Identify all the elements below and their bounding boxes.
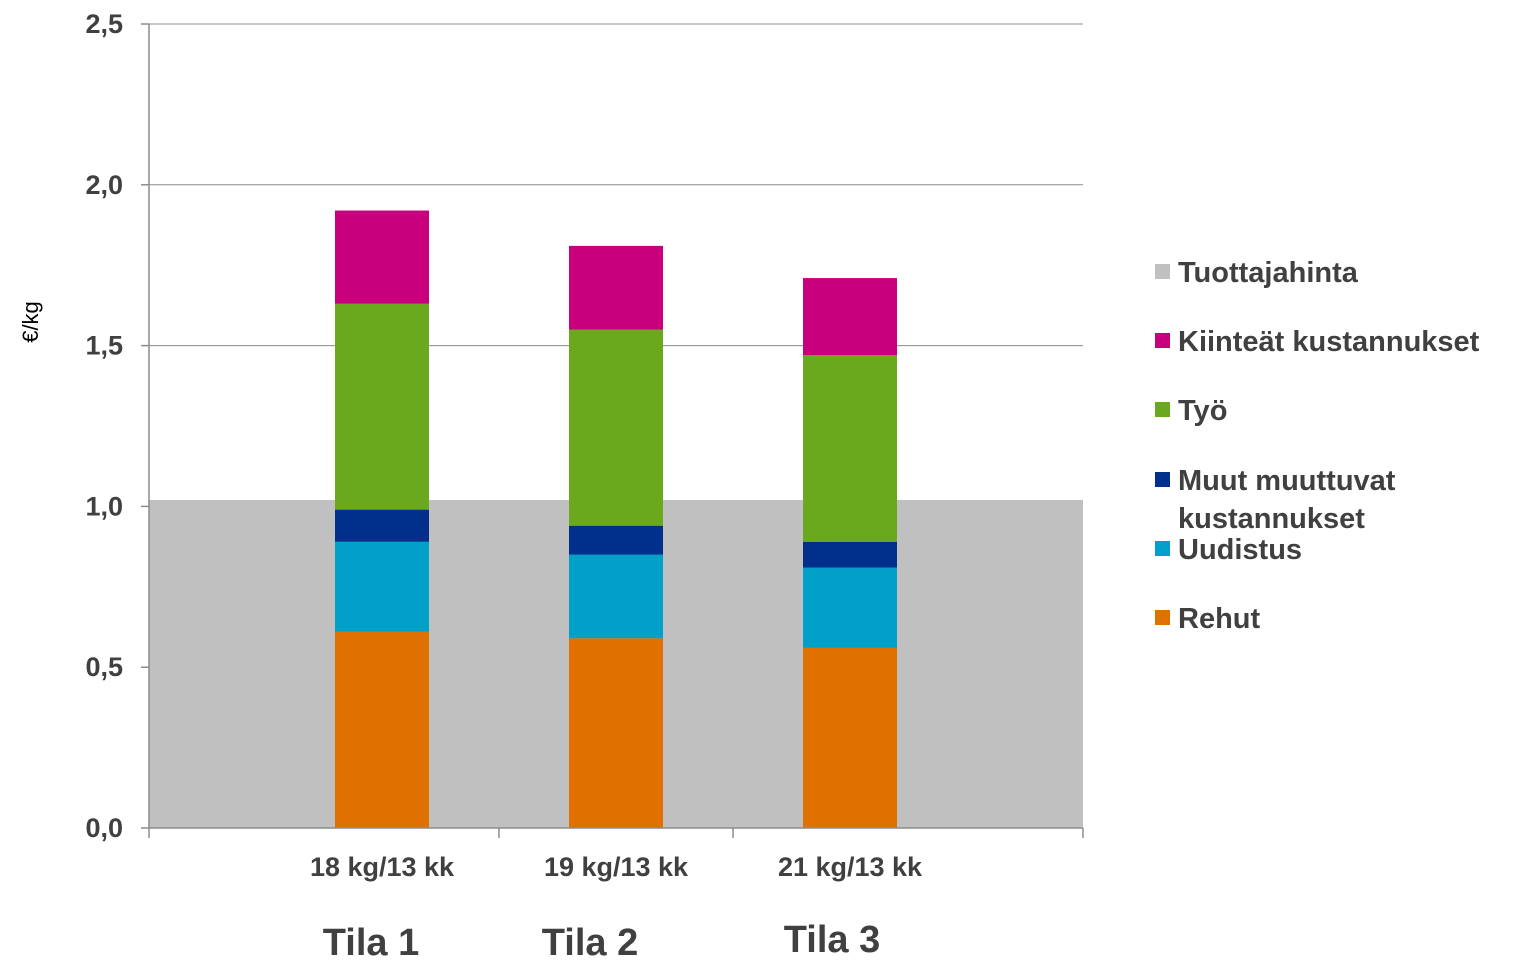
- legend-label: Rehut: [1178, 603, 1261, 635]
- group-label: Tila 2: [542, 922, 638, 960]
- x-category-label: 21 kg/13 kk: [778, 852, 923, 882]
- legend-label: Tuottajahinta: [1178, 257, 1359, 289]
- group-label: Tila 1: [323, 922, 419, 960]
- legend-label: kustannukset: [1178, 503, 1365, 535]
- bar-segment-rehut: [335, 631, 429, 828]
- legend: Tuottajahinta Kiinteät kustannukset Työ Muu…: [1155, 257, 1480, 635]
- legend-label: Kiinteät kustannukset: [1178, 326, 1480, 358]
- y-tick-label: 2,5: [85, 9, 123, 39]
- bar-stacks: [335, 210, 897, 828]
- y-tick-label: 0,0: [85, 813, 123, 843]
- legend-label: Uudistus: [1178, 534, 1302, 566]
- bar-segment-muut-muuttuvat-kustannukset: [335, 509, 429, 542]
- bar-segment-muut-muuttuvat-kustannukset: [803, 541, 897, 568]
- legend-label: Työ: [1178, 395, 1227, 427]
- bar-segment-uudistus: [569, 554, 663, 639]
- bar-segment-uudistus: [803, 567, 897, 648]
- group-label: Tila 3: [784, 919, 880, 960]
- legend-swatch: [1155, 541, 1170, 556]
- y-tick-label: 1,0: [85, 491, 123, 521]
- y-tick-label: 1,5: [85, 331, 123, 361]
- legend-label: Muut muuttuvat: [1178, 465, 1396, 497]
- bar-segment-työ: [335, 303, 429, 510]
- bar-segment-rehut: [803, 647, 897, 828]
- bar-segment-uudistus: [335, 541, 429, 632]
- y-tick-label: 2,0: [85, 170, 123, 200]
- y-tick-label: 0,5: [85, 652, 123, 682]
- group-labels: Tila 1 Tila 2 Tila 3: [323, 919, 880, 960]
- bar-segment-kiinteät-kustannukset: [569, 245, 663, 330]
- axes: [141, 23, 1084, 838]
- bar-segment-kiinteät-kustannukset: [335, 210, 429, 304]
- legend-swatch: [1155, 610, 1170, 625]
- legend-swatch: [1155, 402, 1170, 417]
- bar-segment-rehut: [569, 638, 663, 828]
- legend-swatch: [1155, 264, 1170, 279]
- x-category-label: 18 kg/13 kk: [310, 852, 455, 882]
- x-category-label: 19 kg/13 kk: [544, 852, 689, 882]
- bar-segment-muut-muuttuvat-kustannukset: [569, 525, 663, 555]
- y-tick-labels: 0,0 0,5 1,0 1,5 2,0 2,5: [85, 9, 123, 843]
- x-category-labels: 18 kg/13 kk 19 kg/13 kk 21 kg/13 kk: [310, 852, 923, 882]
- bar-segment-työ: [803, 355, 897, 542]
- bar-segment-kiinteät-kustannukset: [803, 278, 897, 356]
- legend-swatch: [1155, 333, 1170, 348]
- bar-segment-työ: [569, 329, 663, 526]
- y-axis-title: €/kg: [18, 301, 43, 343]
- legend-swatch: [1155, 472, 1170, 487]
